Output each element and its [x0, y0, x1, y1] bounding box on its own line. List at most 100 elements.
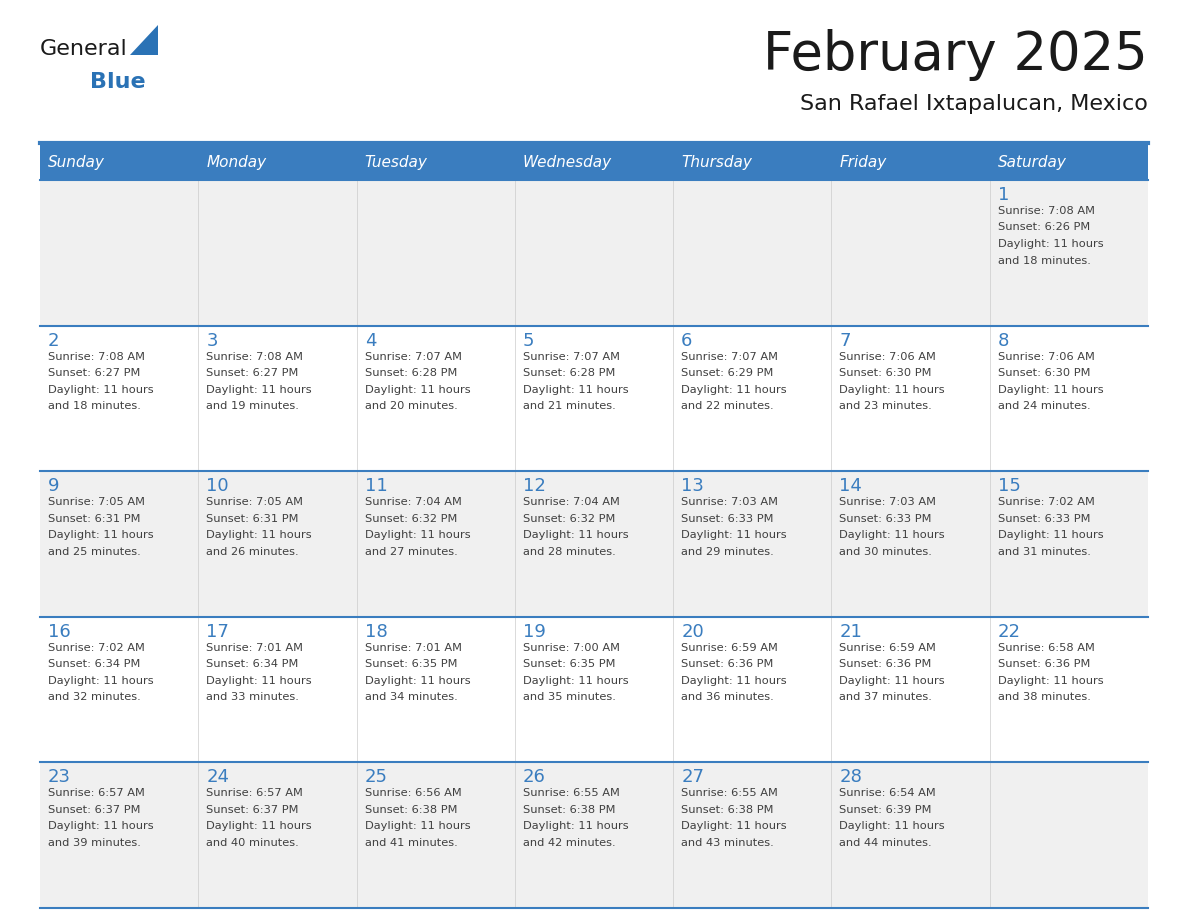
Text: Daylight: 11 hours: Daylight: 11 hours: [998, 676, 1104, 686]
Text: 13: 13: [681, 477, 704, 495]
Text: Daylight: 11 hours: Daylight: 11 hours: [365, 676, 470, 686]
Text: Sunset: 6:38 PM: Sunset: 6:38 PM: [365, 805, 457, 815]
Text: Wednesday: Wednesday: [523, 155, 612, 170]
Text: Daylight: 11 hours: Daylight: 11 hours: [365, 385, 470, 395]
Text: Sunset: 6:36 PM: Sunset: 6:36 PM: [681, 659, 773, 669]
Text: Sunrise: 7:01 AM: Sunrise: 7:01 AM: [365, 643, 462, 653]
Text: and 25 minutes.: and 25 minutes.: [48, 547, 140, 556]
Text: Sunset: 6:33 PM: Sunset: 6:33 PM: [681, 514, 773, 523]
Text: Sunset: 6:38 PM: Sunset: 6:38 PM: [523, 805, 615, 815]
Text: Daylight: 11 hours: Daylight: 11 hours: [207, 531, 312, 540]
Text: Sunrise: 7:04 AM: Sunrise: 7:04 AM: [365, 498, 461, 508]
Text: Sunrise: 7:02 AM: Sunrise: 7:02 AM: [48, 643, 145, 653]
Text: Daylight: 11 hours: Daylight: 11 hours: [681, 385, 786, 395]
Text: Tuesday: Tuesday: [365, 155, 428, 170]
Text: Blue: Blue: [90, 72, 146, 92]
Text: Sunrise: 7:07 AM: Sunrise: 7:07 AM: [681, 352, 778, 362]
Bar: [40, 145, 198, 180]
Text: Daylight: 11 hours: Daylight: 11 hours: [840, 531, 944, 540]
Text: Daylight: 11 hours: Daylight: 11 hours: [681, 676, 786, 686]
Text: General: General: [40, 39, 128, 59]
Text: Sunrise: 6:56 AM: Sunrise: 6:56 AM: [365, 789, 461, 799]
Text: Monday: Monday: [207, 155, 266, 170]
Text: Sunrise: 7:08 AM: Sunrise: 7:08 AM: [998, 206, 1094, 216]
Text: 18: 18: [365, 622, 387, 641]
Text: Sunset: 6:27 PM: Sunset: 6:27 PM: [207, 368, 298, 378]
Text: Friday: Friday: [840, 155, 886, 170]
Text: and 18 minutes.: and 18 minutes.: [48, 401, 141, 411]
Bar: [990, 145, 1148, 180]
Text: and 37 minutes.: and 37 minutes.: [840, 692, 933, 702]
Text: Daylight: 11 hours: Daylight: 11 hours: [840, 676, 944, 686]
Text: 10: 10: [207, 477, 229, 495]
Text: Sunrise: 7:02 AM: Sunrise: 7:02 AM: [998, 498, 1094, 508]
Text: Sunrise: 6:54 AM: Sunrise: 6:54 AM: [840, 789, 936, 799]
Text: Daylight: 11 hours: Daylight: 11 hours: [48, 822, 153, 832]
Text: Daylight: 11 hours: Daylight: 11 hours: [48, 385, 153, 395]
Text: Sunset: 6:34 PM: Sunset: 6:34 PM: [48, 659, 140, 669]
Text: Daylight: 11 hours: Daylight: 11 hours: [523, 385, 628, 395]
Text: and 35 minutes.: and 35 minutes.: [523, 692, 615, 702]
Text: and 23 minutes.: and 23 minutes.: [840, 401, 933, 411]
Text: and 41 minutes.: and 41 minutes.: [365, 838, 457, 848]
Text: 12: 12: [523, 477, 545, 495]
Text: Sunset: 6:37 PM: Sunset: 6:37 PM: [48, 805, 140, 815]
Text: and 28 minutes.: and 28 minutes.: [523, 547, 615, 556]
Text: Sunset: 6:29 PM: Sunset: 6:29 PM: [681, 368, 773, 378]
Text: San Rafael Ixtapalucan, Mexico: San Rafael Ixtapalucan, Mexico: [801, 94, 1148, 114]
Text: and 32 minutes.: and 32 minutes.: [48, 692, 140, 702]
Text: Sunset: 6:26 PM: Sunset: 6:26 PM: [998, 222, 1089, 232]
Text: 15: 15: [998, 477, 1020, 495]
Text: Sunset: 6:35 PM: Sunset: 6:35 PM: [523, 659, 615, 669]
Text: and 39 minutes.: and 39 minutes.: [48, 838, 141, 848]
Text: Daylight: 11 hours: Daylight: 11 hours: [681, 531, 786, 540]
Text: Sunrise: 7:07 AM: Sunrise: 7:07 AM: [365, 352, 462, 362]
Text: Daylight: 11 hours: Daylight: 11 hours: [365, 531, 470, 540]
Text: Sunset: 6:27 PM: Sunset: 6:27 PM: [48, 368, 140, 378]
Text: and 27 minutes.: and 27 minutes.: [365, 547, 457, 556]
Text: Daylight: 11 hours: Daylight: 11 hours: [365, 822, 470, 832]
Text: 26: 26: [523, 768, 545, 787]
Bar: [356, 145, 514, 180]
Text: and 18 minutes.: and 18 minutes.: [998, 255, 1091, 265]
Text: Sunset: 6:30 PM: Sunset: 6:30 PM: [998, 368, 1091, 378]
Text: Daylight: 11 hours: Daylight: 11 hours: [523, 676, 628, 686]
Text: and 34 minutes.: and 34 minutes.: [365, 692, 457, 702]
Text: Sunrise: 6:55 AM: Sunrise: 6:55 AM: [681, 789, 778, 799]
Text: and 30 minutes.: and 30 minutes.: [840, 547, 933, 556]
Text: Daylight: 11 hours: Daylight: 11 hours: [998, 239, 1104, 249]
Text: 6: 6: [681, 331, 693, 350]
Text: Daylight: 11 hours: Daylight: 11 hours: [998, 385, 1104, 395]
Text: 22: 22: [998, 622, 1020, 641]
Text: 7: 7: [840, 331, 851, 350]
Text: and 38 minutes.: and 38 minutes.: [998, 692, 1091, 702]
Text: 17: 17: [207, 622, 229, 641]
Text: 21: 21: [840, 622, 862, 641]
Text: Sunrise: 7:00 AM: Sunrise: 7:00 AM: [523, 643, 620, 653]
Text: 8: 8: [998, 331, 1009, 350]
Text: Sunrise: 6:59 AM: Sunrise: 6:59 AM: [681, 643, 778, 653]
Text: Saturday: Saturday: [998, 155, 1067, 170]
Text: and 36 minutes.: and 36 minutes.: [681, 692, 773, 702]
Bar: [514, 145, 674, 180]
Text: 16: 16: [48, 622, 71, 641]
Text: Sunday: Sunday: [48, 155, 105, 170]
Text: Daylight: 11 hours: Daylight: 11 hours: [523, 822, 628, 832]
Text: 2: 2: [48, 331, 59, 350]
Text: Sunrise: 6:57 AM: Sunrise: 6:57 AM: [207, 789, 303, 799]
Text: Sunrise: 6:58 AM: Sunrise: 6:58 AM: [998, 643, 1094, 653]
Bar: [198, 145, 356, 180]
Text: Daylight: 11 hours: Daylight: 11 hours: [207, 385, 312, 395]
Text: Daylight: 11 hours: Daylight: 11 hours: [840, 385, 944, 395]
Polygon shape: [129, 25, 158, 55]
Text: 9: 9: [48, 477, 59, 495]
Text: 20: 20: [681, 622, 704, 641]
Bar: [832, 145, 990, 180]
Text: 14: 14: [840, 477, 862, 495]
Text: Sunset: 6:39 PM: Sunset: 6:39 PM: [840, 805, 931, 815]
Text: Sunset: 6:31 PM: Sunset: 6:31 PM: [207, 514, 299, 523]
Text: Sunrise: 7:06 AM: Sunrise: 7:06 AM: [840, 352, 936, 362]
Text: Sunrise: 7:08 AM: Sunrise: 7:08 AM: [48, 352, 145, 362]
Text: Sunset: 6:37 PM: Sunset: 6:37 PM: [207, 805, 299, 815]
Text: 24: 24: [207, 768, 229, 787]
